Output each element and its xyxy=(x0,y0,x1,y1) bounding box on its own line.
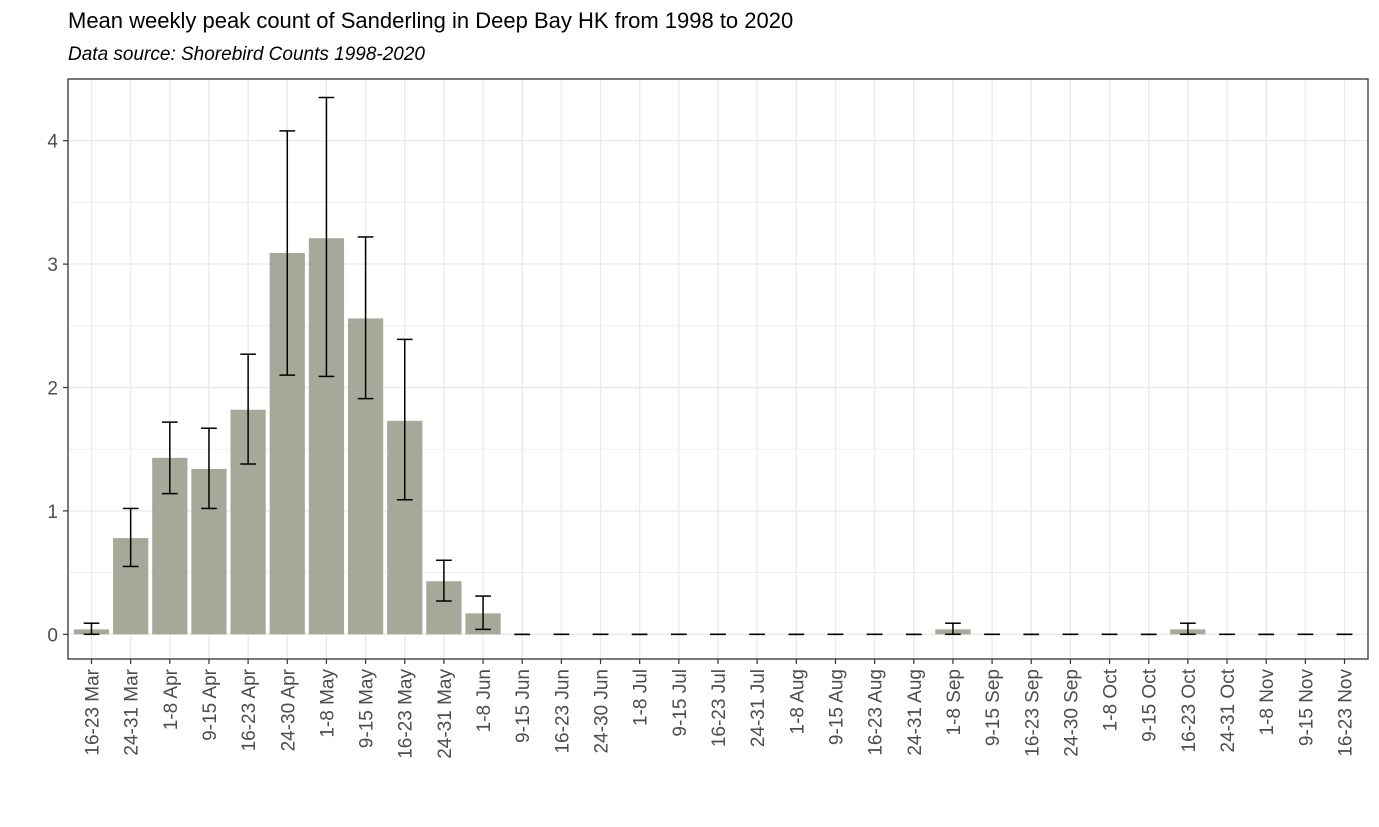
x-tick-label: 24-30 Sep xyxy=(1061,669,1082,757)
x-tick-label: 9-15 Jun xyxy=(513,669,534,743)
error-bar xyxy=(357,236,374,400)
x-tick-label: 9-15 Oct xyxy=(1140,668,1161,742)
x-tick-label: 16-23 Oct xyxy=(1179,668,1200,752)
y-tick-label: 2 xyxy=(47,379,58,400)
x-tick-label: 16-23 Jul xyxy=(709,669,730,747)
chart-subtitle: Data source: Shorebird Counts 1998-2020 xyxy=(68,44,426,65)
x-tick-label: 1-8 Apr xyxy=(161,668,182,730)
x-tick-label: 24-31 Oct xyxy=(1218,668,1239,752)
y-tick-label: 1 xyxy=(47,502,58,523)
x-tick-label: 9-15 Nov xyxy=(1296,669,1317,747)
y-tick-label: 0 xyxy=(47,625,58,646)
error-bar xyxy=(161,421,178,495)
x-tick-label: 1-8 Oct xyxy=(1101,668,1122,731)
x-tick-label: 24-31 May xyxy=(435,669,456,759)
x-tick-label: 1-8 Jul xyxy=(631,669,652,726)
x-tick-label: 9-15 Jul xyxy=(670,669,691,737)
x-tick-label: 1-8 May xyxy=(317,669,338,738)
x-tick-label: 1-8 Sep xyxy=(944,669,965,736)
chart-title: Mean weekly peak count of Sanderling in … xyxy=(68,8,794,33)
x-tick-label: 24-31 Mar xyxy=(122,668,143,755)
error-bar xyxy=(1180,622,1196,636)
x-tick-label: 1-8 Jun xyxy=(474,669,495,732)
error-bar xyxy=(83,622,100,636)
x-tick-label: 24-30 Jun xyxy=(592,669,613,754)
axes: 0 1 2 3 4 16-23 Mar 24-31 Mar 1-8 Apr 9-15 Apr 16… xyxy=(47,132,1356,759)
x-tick-label: 16-23 Nov xyxy=(1336,669,1357,757)
x-tick-label: 24-30 Apr xyxy=(278,668,299,751)
error-bar xyxy=(396,338,413,501)
error-bar xyxy=(318,96,335,378)
error-bar xyxy=(201,427,217,510)
x-tick-label: 24-31 Jul xyxy=(748,669,769,747)
x-tick-label: 9-15 May xyxy=(357,669,378,749)
x-tick-label: 16-23 May xyxy=(396,669,417,759)
x-tick-label: 16-23 Jun xyxy=(552,669,573,754)
error-bar xyxy=(436,559,452,602)
error-bar xyxy=(945,622,961,636)
x-tick-label: 9-15 Sep xyxy=(983,669,1004,746)
x-tick-label: 1-8 Aug xyxy=(787,669,808,735)
error-bar xyxy=(240,353,256,465)
error-bar xyxy=(475,595,491,631)
x-tick-label: 16-23 Mar xyxy=(82,668,103,755)
x-tick-label: 24-31 Aug xyxy=(905,669,926,756)
y-tick-label: 4 xyxy=(47,132,58,153)
x-tick-label: 9-15 Aug xyxy=(826,669,847,745)
x-tick-label: 9-15 Apr xyxy=(200,668,221,740)
x-tick-label: 1-8 Nov xyxy=(1257,669,1278,736)
x-tick-label: 16-23 Aug xyxy=(866,669,887,756)
x-tick-label: 16-23 Sep xyxy=(1022,669,1043,757)
y-tick-label: 3 xyxy=(47,255,58,276)
x-tick-label: 16-23 Apr xyxy=(239,668,260,751)
error-bar xyxy=(122,507,139,568)
error-bar xyxy=(279,130,296,376)
error-bars xyxy=(83,96,1353,636)
